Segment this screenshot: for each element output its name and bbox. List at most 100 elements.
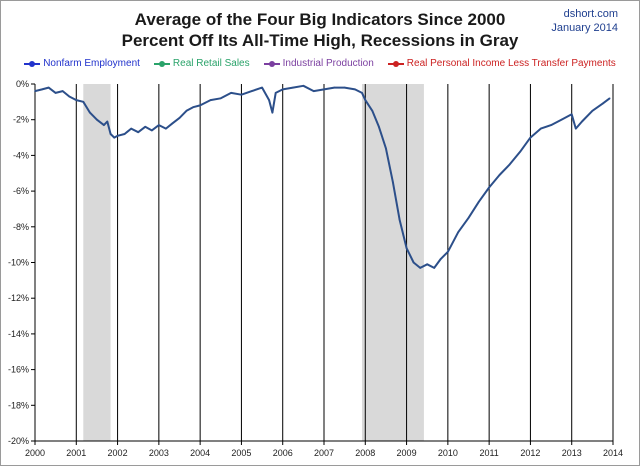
data-point <box>61 90 64 92</box>
x-tick-label-8: 2008 <box>355 448 375 458</box>
data-point <box>274 92 277 94</box>
legend-dot-3 <box>392 60 399 67</box>
data-point <box>292 86 294 89</box>
data-point <box>581 120 583 123</box>
y-tick-label-6: -12% <box>8 293 29 303</box>
data-point <box>354 88 356 91</box>
data-point <box>220 97 222 100</box>
x-tick-label-13: 2013 <box>562 448 582 458</box>
data-point <box>364 99 367 101</box>
data-point <box>333 86 336 89</box>
source-label: dshort.com <box>563 8 618 20</box>
data-point <box>281 88 284 91</box>
data-point <box>144 126 146 128</box>
data-point <box>371 110 374 112</box>
series-line-0 <box>34 84 611 269</box>
data-point <box>398 218 401 221</box>
data-point <box>433 267 436 269</box>
y-tick-label-3: -6% <box>13 186 29 196</box>
data-point <box>82 101 85 103</box>
data-point <box>412 261 415 264</box>
data-point <box>378 126 380 128</box>
data-point <box>261 86 263 89</box>
y-tick-label-7: -14% <box>8 329 29 339</box>
data-point <box>361 92 363 94</box>
legend-dot-2 <box>268 60 275 67</box>
data-point <box>240 93 243 96</box>
data-point <box>109 133 112 135</box>
data-point <box>178 117 181 119</box>
y-tick-label-4: -8% <box>13 222 29 232</box>
legend-item-industrial-production: Industrial Production <box>263 58 374 69</box>
data-point <box>302 85 305 87</box>
y-tick-label-9: -18% <box>8 400 29 410</box>
data-point <box>137 131 139 133</box>
y-tick-label-5: -10% <box>8 258 29 268</box>
data-point <box>457 231 460 233</box>
data-point <box>488 186 490 189</box>
data-point <box>68 95 71 98</box>
x-tick-label-3: 2003 <box>149 448 169 458</box>
data-point <box>230 92 232 94</box>
data-point <box>575 127 577 130</box>
legend-item-nonfarm-employment: Nonfarm Employment <box>24 58 140 69</box>
data-point <box>251 90 253 92</box>
data-point <box>392 181 394 183</box>
legend-swatch-icon <box>24 59 41 69</box>
legend-swatch-icon <box>387 59 404 69</box>
data-point <box>151 129 153 132</box>
legend-item-real-retail-sales: Real Retail Sales <box>153 58 250 69</box>
data-point <box>89 111 91 114</box>
data-point <box>165 127 167 130</box>
legend: Nonfarm Employment Real Retail Sales Ind… <box>0 58 640 69</box>
y-tick-label-10: -20% <box>8 436 29 446</box>
data-point <box>41 88 43 91</box>
data-point <box>199 104 201 107</box>
y-tick-label-2: -4% <box>13 150 29 160</box>
data-point <box>271 111 274 114</box>
data-point <box>171 122 174 125</box>
data-point <box>426 263 429 266</box>
data-point <box>103 124 105 126</box>
legend-dot-0 <box>29 60 36 67</box>
legend-label: Real Personal Income Less Transfer Payme… <box>406 58 616 69</box>
date-label: January 2014 <box>551 22 618 34</box>
data-point <box>268 99 270 101</box>
data-point <box>209 99 212 101</box>
legend-swatch-icon <box>263 59 280 69</box>
legend-swatch-icon <box>153 59 170 69</box>
data-point <box>130 127 132 130</box>
x-tick-label-7: 2007 <box>314 448 334 458</box>
data-point <box>591 110 594 112</box>
data-point <box>54 92 57 94</box>
data-point <box>185 110 188 112</box>
x-tick-label-9: 2009 <box>397 448 417 458</box>
recession-band-0 <box>83 84 111 441</box>
data-point <box>560 118 563 121</box>
data-point <box>75 99 78 101</box>
x-tick-label-0: 2000 <box>25 448 45 458</box>
data-point <box>529 136 532 139</box>
x-tick-label-12: 2012 <box>520 448 540 458</box>
x-tick-label-4: 2004 <box>190 448 210 458</box>
data-point <box>467 217 470 219</box>
legend-item-real-personal-income: Real Personal Income Less Transfer Payme… <box>387 58 616 69</box>
legend-label: Nonfarm Employment <box>43 58 140 69</box>
x-tick-label-1: 2001 <box>66 448 86 458</box>
x-tick-label-6: 2006 <box>273 448 293 458</box>
x-tick-label-10: 2010 <box>438 448 458 458</box>
data-point <box>113 136 116 139</box>
data-point <box>540 127 542 130</box>
data-point <box>608 97 611 100</box>
x-tick-label-14: 2014 <box>603 448 623 458</box>
data-point <box>478 201 480 203</box>
data-point <box>570 113 573 116</box>
data-point <box>312 90 315 92</box>
data-point <box>440 258 442 260</box>
data-point <box>509 163 511 166</box>
chart-subtitle: Percent Off Its All-Time High, Recession… <box>121 31 519 50</box>
x-tick-label-2: 2002 <box>108 448 128 458</box>
data-point <box>419 267 422 269</box>
data-point <box>519 151 521 153</box>
